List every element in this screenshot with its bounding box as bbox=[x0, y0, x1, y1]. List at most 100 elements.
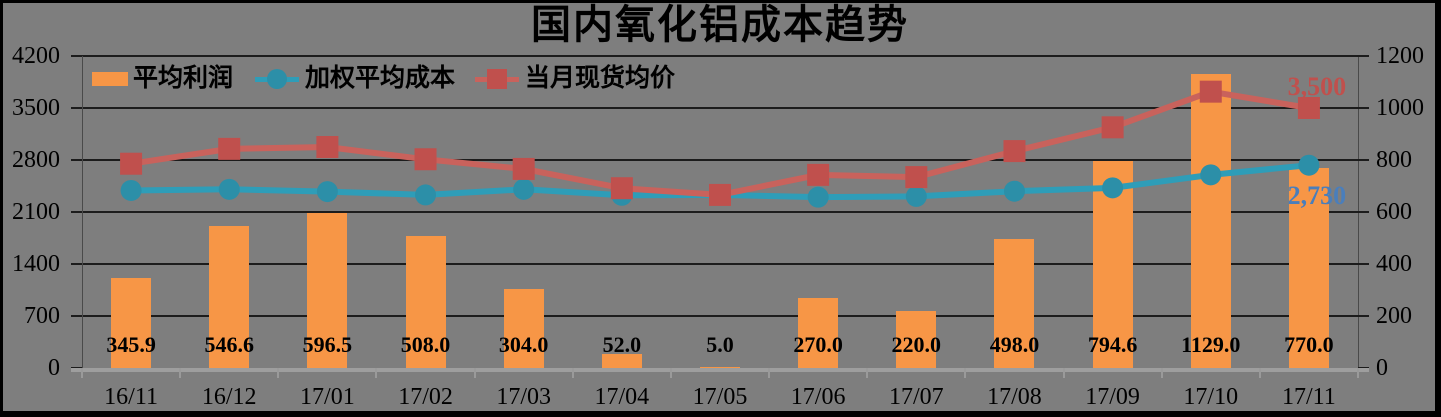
y-axis-label-left: 4200 bbox=[12, 43, 60, 69]
plot-border-left bbox=[82, 56, 83, 368]
gridline bbox=[82, 211, 1358, 213]
circle-marker bbox=[807, 186, 829, 208]
x-axis-label: 17/01 bbox=[300, 384, 355, 410]
x-axis-line bbox=[71, 368, 1369, 372]
square-marker bbox=[807, 163, 830, 186]
x-axis-tick bbox=[375, 368, 378, 378]
x-axis-label: 17/10 bbox=[1183, 384, 1239, 410]
bar bbox=[700, 366, 740, 368]
chart-title: 国内氧化铝成本趋势 bbox=[531, 2, 909, 47]
x-axis-tick bbox=[1062, 368, 1065, 378]
x-axis-label: 17/04 bbox=[594, 384, 650, 410]
square-marker bbox=[1101, 116, 1124, 139]
bar bbox=[111, 278, 152, 368]
bar-value-label: 345.9 bbox=[106, 332, 156, 357]
square-marker bbox=[610, 177, 633, 200]
gridline bbox=[82, 159, 1358, 161]
bar-swatch-icon bbox=[92, 72, 128, 86]
y-axis-tick-right bbox=[1358, 211, 1369, 213]
bar bbox=[1288, 167, 1329, 368]
bar-value-label: 270.0 bbox=[793, 332, 843, 357]
y-axis-tick-right bbox=[1358, 263, 1369, 265]
bar-value-label: 546.6 bbox=[204, 332, 254, 357]
bar-value-label: 1129.0 bbox=[1181, 332, 1241, 357]
line-circle-swatch-icon bbox=[255, 68, 299, 90]
x-axis-label: 17/05 bbox=[692, 384, 748, 410]
x-axis-tick bbox=[277, 368, 280, 378]
y-axis-tick-left bbox=[71, 315, 82, 317]
y-axis-label-left: 3500 bbox=[12, 95, 60, 121]
bar bbox=[503, 288, 544, 368]
circle-marker bbox=[1003, 180, 1025, 202]
y-axis-label-right: 1200 bbox=[1376, 43, 1424, 69]
bar-value-label: 794.6 bbox=[1087, 332, 1138, 357]
x-axis-label: 17/11 bbox=[1282, 384, 1336, 410]
circle-marker bbox=[905, 185, 927, 207]
y-axis-label-right: 0 bbox=[1376, 355, 1388, 381]
circle-marker bbox=[218, 178, 240, 200]
circle-marker bbox=[120, 179, 142, 201]
x-axis-tick bbox=[473, 368, 476, 378]
legend-label-spot-price: 当月现货均价 bbox=[525, 65, 676, 92]
y-axis-label-right: 1000 bbox=[1376, 95, 1424, 121]
circle-marker bbox=[513, 178, 535, 200]
legend-label-weighted-avg-cost: 加权平均成本 bbox=[305, 65, 456, 92]
square-marker bbox=[905, 166, 928, 189]
legend-item-weighted-avg-cost: 加权平均成本 bbox=[255, 64, 455, 94]
bar bbox=[1190, 74, 1231, 368]
gridline bbox=[82, 263, 1358, 265]
x-axis-label: 17/03 bbox=[496, 384, 552, 410]
legend-item-average-profit: 平均利润 bbox=[92, 64, 233, 94]
bar bbox=[405, 235, 446, 368]
y-axis-tick-right bbox=[1358, 55, 1369, 57]
square-marker bbox=[120, 152, 143, 175]
bar-value-label: 770.0 bbox=[1284, 332, 1334, 357]
y-axis-tick-right bbox=[1358, 107, 1369, 109]
bar-value-label: 508.0 bbox=[400, 332, 451, 357]
y-axis-tick-left bbox=[71, 159, 82, 161]
bar bbox=[307, 212, 348, 368]
y-axis-label-left: 700 bbox=[24, 303, 60, 329]
y-axis-tick-right bbox=[1358, 315, 1369, 317]
square-marker bbox=[414, 148, 437, 171]
line-price bbox=[130, 88, 1310, 198]
line-square-swatch-icon bbox=[475, 68, 519, 90]
square-marker bbox=[1297, 97, 1320, 119]
x-axis-tick bbox=[81, 368, 83, 378]
gridline bbox=[82, 107, 1358, 109]
square-marker bbox=[1199, 80, 1222, 103]
x-axis-tick bbox=[179, 368, 182, 378]
x-axis-label: 17/09 bbox=[1085, 384, 1140, 410]
square-marker bbox=[218, 137, 241, 160]
y-axis-label-left: 0 bbox=[48, 355, 60, 381]
y-axis-tick-right bbox=[1358, 159, 1369, 161]
bar-value-label: 596.5 bbox=[302, 332, 353, 357]
legend-item-spot-price: 当月现货均价 bbox=[475, 64, 675, 94]
y-axis-tick-left bbox=[71, 211, 82, 213]
y-axis-tick-left bbox=[71, 263, 82, 265]
x-axis-tick bbox=[964, 368, 967, 378]
x-axis-label: 17/08 bbox=[987, 384, 1042, 410]
y-axis-label-right: 600 bbox=[1376, 199, 1412, 225]
end-label-price: 3,500 bbox=[1287, 72, 1347, 101]
x-axis-tick bbox=[1258, 368, 1261, 378]
legend-label-average-profit: 平均利润 bbox=[133, 65, 234, 92]
bar bbox=[994, 238, 1035, 368]
gridline bbox=[82, 55, 1358, 57]
x-axis-tick bbox=[669, 368, 672, 378]
y-axis-label-right: 200 bbox=[1376, 303, 1412, 329]
square-marker bbox=[316, 136, 339, 158]
square-marker bbox=[1003, 140, 1026, 163]
y-axis-label-right: 800 bbox=[1376, 147, 1412, 173]
bar-value-label: 498.0 bbox=[989, 332, 1040, 357]
bar-value-label: 220.0 bbox=[891, 332, 942, 357]
x-axis-tick bbox=[571, 368, 574, 378]
x-axis-tick bbox=[1160, 368, 1163, 378]
x-axis-label: 16/11 bbox=[104, 384, 158, 410]
bar bbox=[896, 310, 937, 368]
y-axis-tick-left bbox=[71, 107, 82, 109]
y-axis-label-right: 400 bbox=[1376, 251, 1412, 277]
circle-marker bbox=[316, 181, 338, 203]
x-axis-label: 17/07 bbox=[888, 384, 944, 410]
